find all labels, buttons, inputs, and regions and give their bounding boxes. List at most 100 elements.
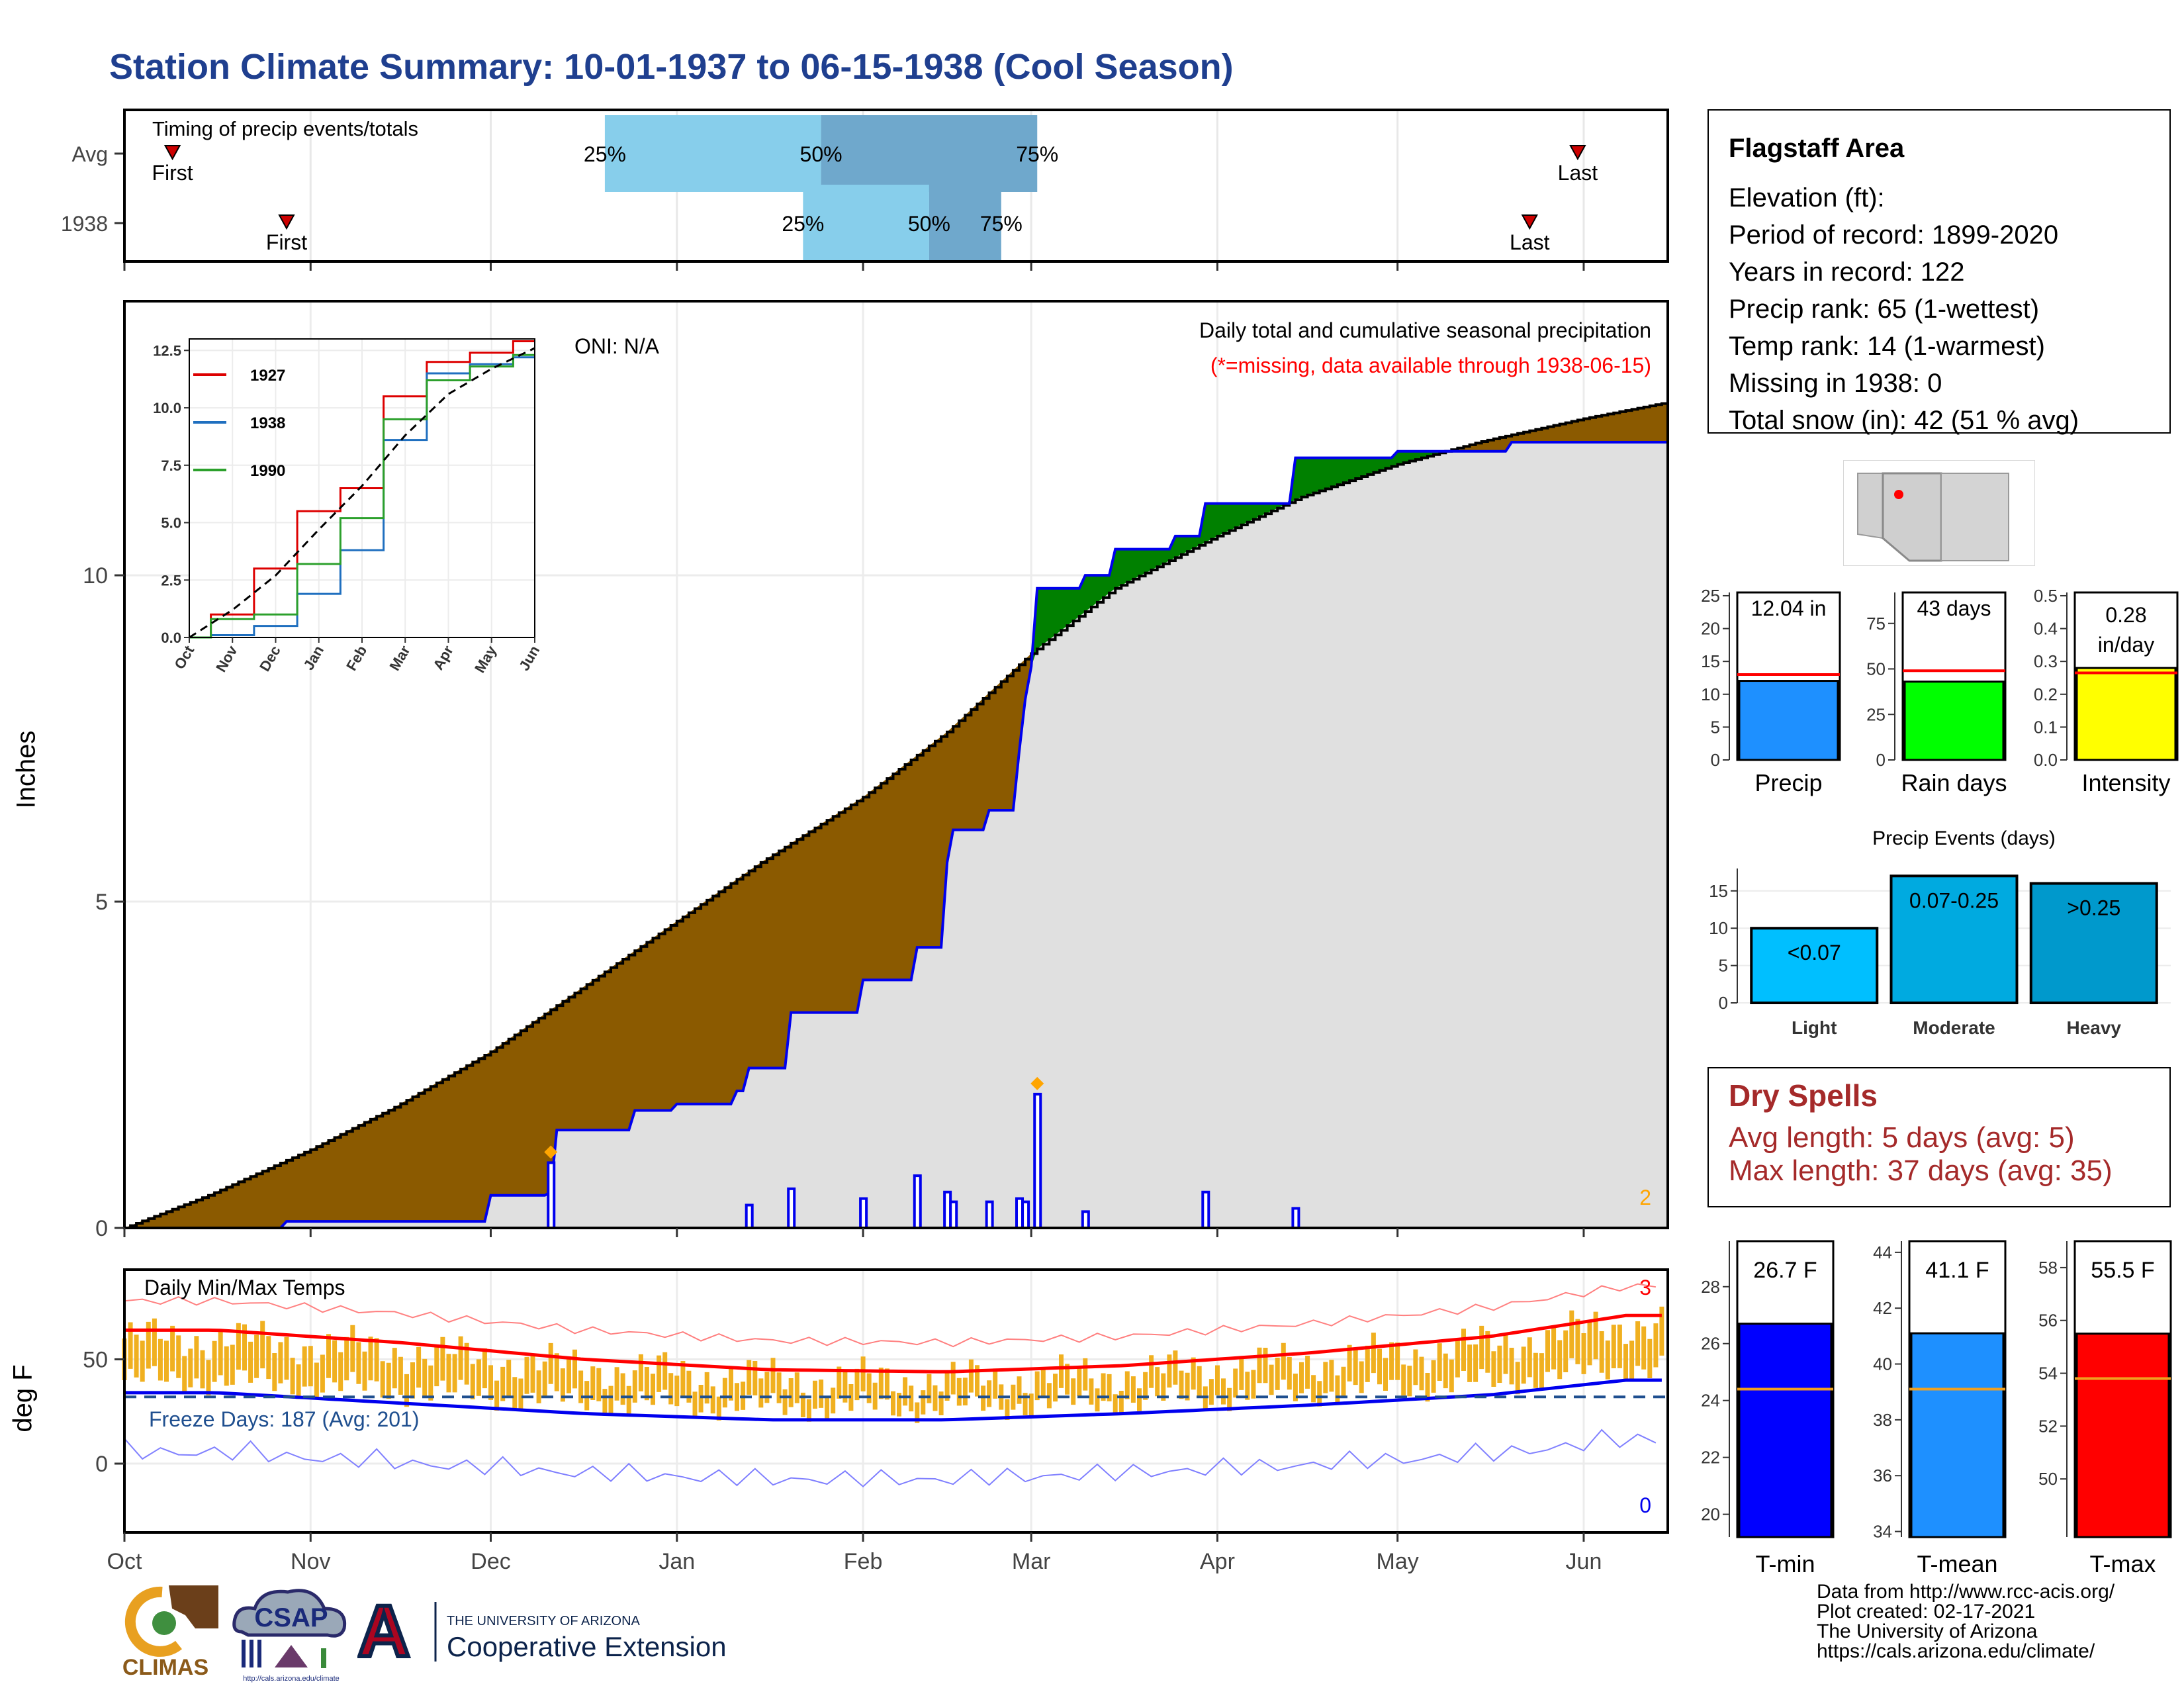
gauge-bar-Rain days: [1903, 680, 2005, 761]
gauge-ytick-label-Precip: 5: [1711, 717, 1720, 737]
station-info-box: Flagstaff Area Elevation (ft): Period of…: [1707, 109, 2171, 435]
temp-ytick-label-50: 50: [83, 1347, 108, 1372]
dry-spells-title: Dry Spells: [1729, 1078, 1878, 1113]
gauge-ytick-label-Intensity: 0.3: [2034, 651, 2058, 671]
temp-gauge-value-T-max: 55.5 F: [2091, 1258, 2154, 1283]
csap-logo-text: CSAP: [254, 1603, 328, 1632]
inset-ytick-label-0.0: 0.0: [161, 630, 181, 646]
avg-min-temp-line: [124, 1378, 1662, 1422]
gauge-ytick-label-T-min: 20: [1701, 1505, 1720, 1524]
timing-row-label-1: 1938: [61, 212, 108, 236]
timing-bar-50-75-1: [929, 185, 1001, 261]
gauge-ytick-label-Precip: 25: [1701, 586, 1720, 606]
climas-logo-swirl: [124, 1586, 182, 1657]
dry-spells-box: Dry Spells Avg length: 5 days (avg: 5) M…: [1707, 1067, 2171, 1207]
gauge-ytick-label-T-mean: 36: [1873, 1466, 1892, 1485]
csap-rain-2: [250, 1640, 253, 1667]
main-ytick-label-0: 0: [95, 1216, 108, 1241]
climas-logo: CLIMAS: [122, 1585, 218, 1680]
gauge-bar-Intensity: [2075, 667, 2177, 761]
gauge-ytick-label-T-min: 28: [1701, 1277, 1720, 1297]
timing-last-marker-0: [1569, 145, 1586, 161]
daily-precip-bar: [1033, 1092, 1042, 1229]
hot-days-count: 3: [1639, 1276, 1651, 1299]
csap-logo: CSAP http://cals.arizona.edu/climate: [232, 1589, 347, 1683]
main-ylabel: Inches: [11, 730, 41, 809]
timing-first-label-1: First: [266, 230, 307, 254]
timing-last-marker-1: [1521, 214, 1538, 230]
inset-series-1990: [189, 353, 535, 639]
gauge-ytick-label-Intensity: 0.0: [2034, 750, 2058, 770]
precip-timing-panel: Avg 25% 50% 75% First Last 1938 25% 50% 75% First L…: [61, 109, 1669, 271]
timing-first-label-0: First: [152, 161, 193, 185]
gauge-ytick-label-T-max: 58: [2038, 1258, 2058, 1278]
inset-legend-label-1927: 1927: [250, 367, 285, 385]
main-ytick-label-5: 5: [95, 890, 108, 915]
daily-precip-bar: [1081, 1210, 1090, 1230]
station-line-missing: Missing in 1938: 0: [1729, 369, 1942, 398]
month-label-Oct: Oct: [107, 1549, 142, 1574]
precip-event-value-Light: <0.07: [1788, 941, 1841, 964]
gauge-bar-T-max: [2075, 1333, 2170, 1538]
climas-logo-mark: [169, 1585, 218, 1628]
month-label-Apr: Apr: [1200, 1549, 1235, 1574]
daily-precip-bar: [1021, 1200, 1030, 1229]
credit-university: The University of Arizona: [1817, 1620, 2038, 1642]
dry-spells-avg: Avg length: 5 days (avg: 5): [1729, 1121, 2075, 1154]
gauge-ytick-label-T-min: 22: [1701, 1448, 1720, 1468]
climas-logo-text: CLIMAS: [122, 1655, 208, 1680]
record-min-line: [124, 1429, 1657, 1488]
timing-p50-label-0: 50%: [800, 142, 842, 166]
precip-event-category-Moderate: Moderate: [1913, 1017, 1995, 1038]
timing-first-marker-0: [163, 145, 181, 161]
gauge-ytick-label-T-max: 50: [2038, 1469, 2058, 1489]
timing-p25-label-0: 25%: [584, 142, 626, 166]
dry-spells-max: Max length: 37 days (avg: 35): [1729, 1154, 2113, 1187]
daily-temp-chart: 0 50 Oct Nov Dec Jan Feb Mar Apr May Jun Daily Min/…: [83, 1268, 1669, 1574]
station-line-elevation: Elevation (ft):: [1729, 183, 1885, 212]
csap-rain-3: [257, 1640, 261, 1667]
map-state-right: [1940, 473, 2009, 561]
ua-cooperative-extension-logo: A THE UNIVERSITY OF ARIZONA Cooperative …: [357, 1595, 727, 1668]
daily-precip-bar: [1291, 1207, 1300, 1229]
timing-p25-label-1: 25%: [782, 212, 824, 236]
csap-mountain: [275, 1645, 308, 1667]
csap-cloud: [232, 1589, 347, 1638]
timing-bar-50-75-0: [821, 115, 1038, 192]
inset-ytick-label-5.0: 5.0: [161, 515, 181, 532]
gauge-bar-Precip: [1738, 680, 1839, 761]
month-label-Jan: Jan: [659, 1549, 695, 1574]
gauge-label-T-max: T-max: [2089, 1550, 2156, 1577]
daily-precip-bar: [913, 1174, 922, 1229]
gauge-ytick-label-Precip: 15: [1701, 651, 1720, 671]
main-caption-2: (*=missing, data available through 1938-…: [1210, 353, 1651, 377]
gauge-ytick-label-Rain days: 50: [1866, 659, 1886, 679]
gauge-ytick-label-T-mean: 44: [1873, 1243, 1892, 1262]
gauge-label-Precip: Precip: [1754, 769, 1822, 796]
month-label-Dec: Dec: [471, 1549, 510, 1574]
inset-ytick-label-12.5: 12.5: [153, 342, 181, 359]
csap-url: http://cals.arizona.edu/climate: [243, 1675, 340, 1683]
temperature-gauges: 20 22 24 26 28 T-min 26.7 F 34 36 38 40 42 44 T-mean 4…: [1701, 1240, 2172, 1577]
month-label-Mar: Mar: [1012, 1549, 1051, 1574]
climas-logo-globe: [152, 1611, 176, 1635]
gauge-ytick-label-T-max: 56: [2038, 1311, 2058, 1331]
csap-cactus: [321, 1648, 326, 1668]
main-corner-count: 2: [1639, 1186, 1651, 1209]
gauge-bar-T-min: [1738, 1323, 1833, 1538]
inset-legend-label-1938: 1938: [250, 414, 285, 432]
daily-precip-bar: [1201, 1190, 1210, 1230]
gauge-value-Intensity: 0.28: [2105, 603, 2146, 627]
precip-events-ytick-label: 5: [1719, 956, 1728, 976]
timing-p50-label-1: 50%: [908, 212, 950, 236]
freeze-days-label: Freeze Days: 187 (Avg: 201): [149, 1407, 420, 1431]
gauge-label-T-mean: T-mean: [1917, 1550, 1997, 1577]
gauge-value-unit-Intensity: in/day: [2098, 633, 2154, 657]
precip-event-bar-Light: [1750, 927, 1879, 1004]
precip-event-bar-Heavy: [2029, 882, 2158, 1004]
gauge-ytick-label-T-min: 24: [1701, 1391, 1720, 1411]
normal-cumulative-line: [124, 402, 1669, 1229]
daily-max-marker: [544, 1145, 558, 1159]
locator-map: [1843, 460, 2035, 566]
